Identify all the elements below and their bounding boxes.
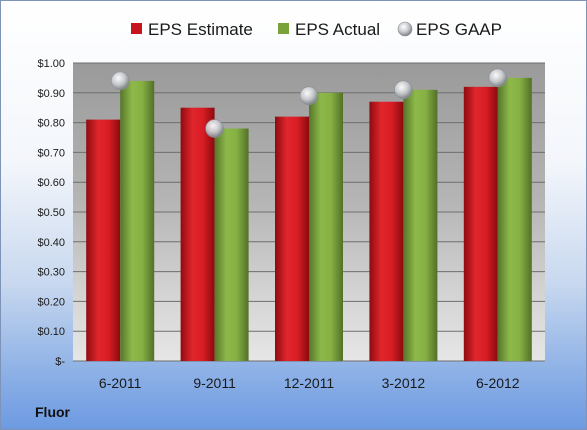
legend-eps-estimate-label: EPS Estimate [148,20,253,39]
y-tick-label: $0.60 [37,177,65,189]
eps-gaap-marker [394,80,413,100]
eps-gaap-marker [205,119,224,138]
y-axis-tick-labels: $- $0.10 $0.20 $0.30 $0.40 $0.50 $0.60 $0.70 $0.… [37,58,65,368]
eps-actual-bar [309,92,343,362]
company-name: Fluor [35,404,70,420]
y-tick-label: $- [55,356,65,368]
eps-gaap-marker [488,68,508,88]
eps-actual-bar [403,89,438,361]
y-tick-label: $0.10 [37,326,65,338]
eps-actual-bar [120,80,155,361]
bar-series [86,77,532,362]
y-tick-label: $1.00 [37,58,65,70]
eps-estimate-bar [463,86,498,361]
legend-eps-actual-label: EPS Actual [295,20,380,39]
y-tick-label: $0.80 [37,118,65,130]
y-tick-label: $0.30 [37,267,65,279]
eps-actual-bar [214,128,249,361]
y-tick-label: $0.40 [37,237,65,249]
x-tick-label: 6-2011 [99,375,142,391]
x-tick-label: 3-2012 [382,375,426,391]
eps-estimate-bar [369,101,404,362]
eps-gaap-marker [299,86,319,106]
eps-estimate-bar [180,107,215,361]
eps-actual-bar [497,77,532,362]
x-axis-tick-labels: 6-2011 9-2011 12-2011 3-2012 6-2012 [99,375,520,391]
eps-estimate-bar [86,119,121,362]
legend-eps-actual-swatch [278,23,289,34]
gaap-markers [110,68,508,138]
eps-gaap-marker [110,71,130,91]
y-tick-label: $0.90 [37,88,65,100]
legend-eps-estimate-swatch [131,23,142,34]
y-tick-label: $0.20 [37,296,65,308]
x-tick-label: 6-2012 [476,375,520,391]
x-tick-label: 12-2011 [284,375,335,391]
y-tick-label: $0.70 [37,147,65,159]
legend-eps-gaap-label: EPS GAAP [416,20,502,39]
legend: EPS Estimate EPS Actual EPS GAAP [131,20,502,39]
x-tick-label: 9-2011 [193,375,236,391]
legend-eps-gaap-swatch [397,21,413,37]
eps-estimate-bar [275,116,309,361]
y-tick-label: $0.50 [37,207,65,219]
